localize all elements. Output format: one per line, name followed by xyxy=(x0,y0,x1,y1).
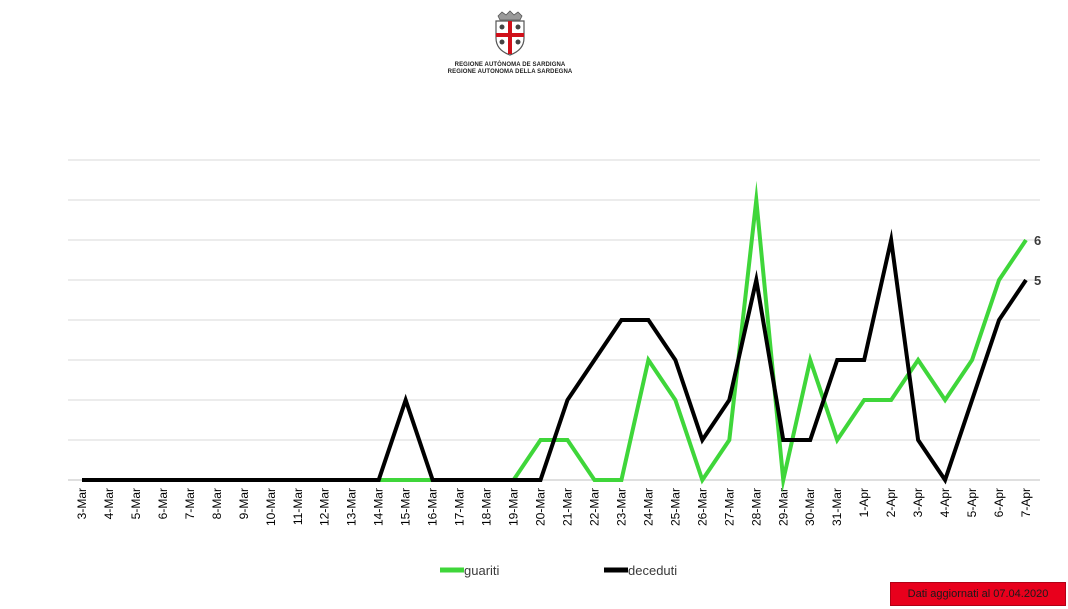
x-tick-label: 7-Mar xyxy=(183,488,197,519)
series-line-deceduti xyxy=(82,228,1028,485)
x-tick-label: 3-Apr xyxy=(911,488,925,517)
x-axis: 3-Mar 4-Mar 5-Mar 6-Mar 7-Mar 8-Mar 9-Mar 10-Ma… xyxy=(68,479,1040,526)
x-tick-label: 4-Mar xyxy=(102,488,116,519)
x-tick-label: 16-Mar xyxy=(426,488,440,526)
data-label-deceduti: 5 xyxy=(1034,273,1041,288)
x-tick-label: 31-Mar xyxy=(830,488,844,526)
update-date-badge: Dati aggiornati al 07.04.2020 xyxy=(890,582,1066,606)
x-tick-label: 20-Mar xyxy=(534,488,548,526)
end-labels: 65 xyxy=(1034,233,1041,288)
x-tick-label: 25-Mar xyxy=(668,488,682,526)
series-lines xyxy=(82,180,1028,493)
x-tick-label: 22-Mar xyxy=(587,488,601,526)
x-tick-label: 18-Mar xyxy=(480,488,494,526)
x-tick-label: 10-Mar xyxy=(264,488,278,526)
x-tick-label: 5-Apr xyxy=(965,488,979,517)
x-tick-label: 24-Mar xyxy=(641,488,655,526)
logo-text-italian: REGIONE AUTONOMA DELLA SARDEGNA xyxy=(447,69,573,75)
x-tick-label: 15-Mar xyxy=(399,488,413,526)
x-tick-label: 21-Mar xyxy=(560,488,574,526)
x-tick-label: 29-Mar xyxy=(776,488,790,526)
x-tick-label: 14-Mar xyxy=(372,488,386,526)
x-tick-label: 4-Apr xyxy=(938,488,952,517)
x-tick-label: 26-Mar xyxy=(695,488,709,526)
x-tick-label: 28-Mar xyxy=(749,488,763,526)
coat-of-arms-icon xyxy=(495,10,525,56)
x-tick-label: 30-Mar xyxy=(803,488,817,526)
x-tick-label: 2-Apr xyxy=(884,488,898,517)
x-tick-label: 11-Mar xyxy=(291,488,305,525)
x-tick-label: 19-Mar xyxy=(507,488,521,526)
x-tick-label: 12-Mar xyxy=(318,488,332,526)
x-tick-label: 1-Apr xyxy=(857,488,871,517)
x-tick-label: 8-Mar xyxy=(210,488,224,519)
x-tick-label: 5-Mar xyxy=(129,488,143,519)
logo-text-sardinian: REGIONE AUTÒNOMA DE SARDIGNA xyxy=(454,62,566,68)
x-tick-label: 9-Mar xyxy=(237,488,251,519)
x-tick-label: 27-Mar xyxy=(722,488,736,526)
x-tick-label: 13-Mar xyxy=(345,488,359,526)
legend-label-guariti: guariti xyxy=(464,563,500,578)
x-tick-label: 23-Mar xyxy=(614,488,628,526)
x-tick-label: 6-Mar xyxy=(156,488,170,519)
x-tick-label: 6-Apr xyxy=(992,488,1006,517)
x-tick-label: 17-Mar xyxy=(453,488,467,526)
x-tick-label: 3-Mar xyxy=(75,488,89,519)
region-logo: REGIONE AUTÒNOMA DE SARDIGNA REGIONE AUT… xyxy=(440,8,580,78)
data-label-guariti: 6 xyxy=(1034,233,1041,248)
legend: guariti deceduti xyxy=(440,563,677,578)
x-tick-label: 7-Apr xyxy=(1019,488,1033,517)
legend-label-deceduti: deceduti xyxy=(628,563,677,578)
